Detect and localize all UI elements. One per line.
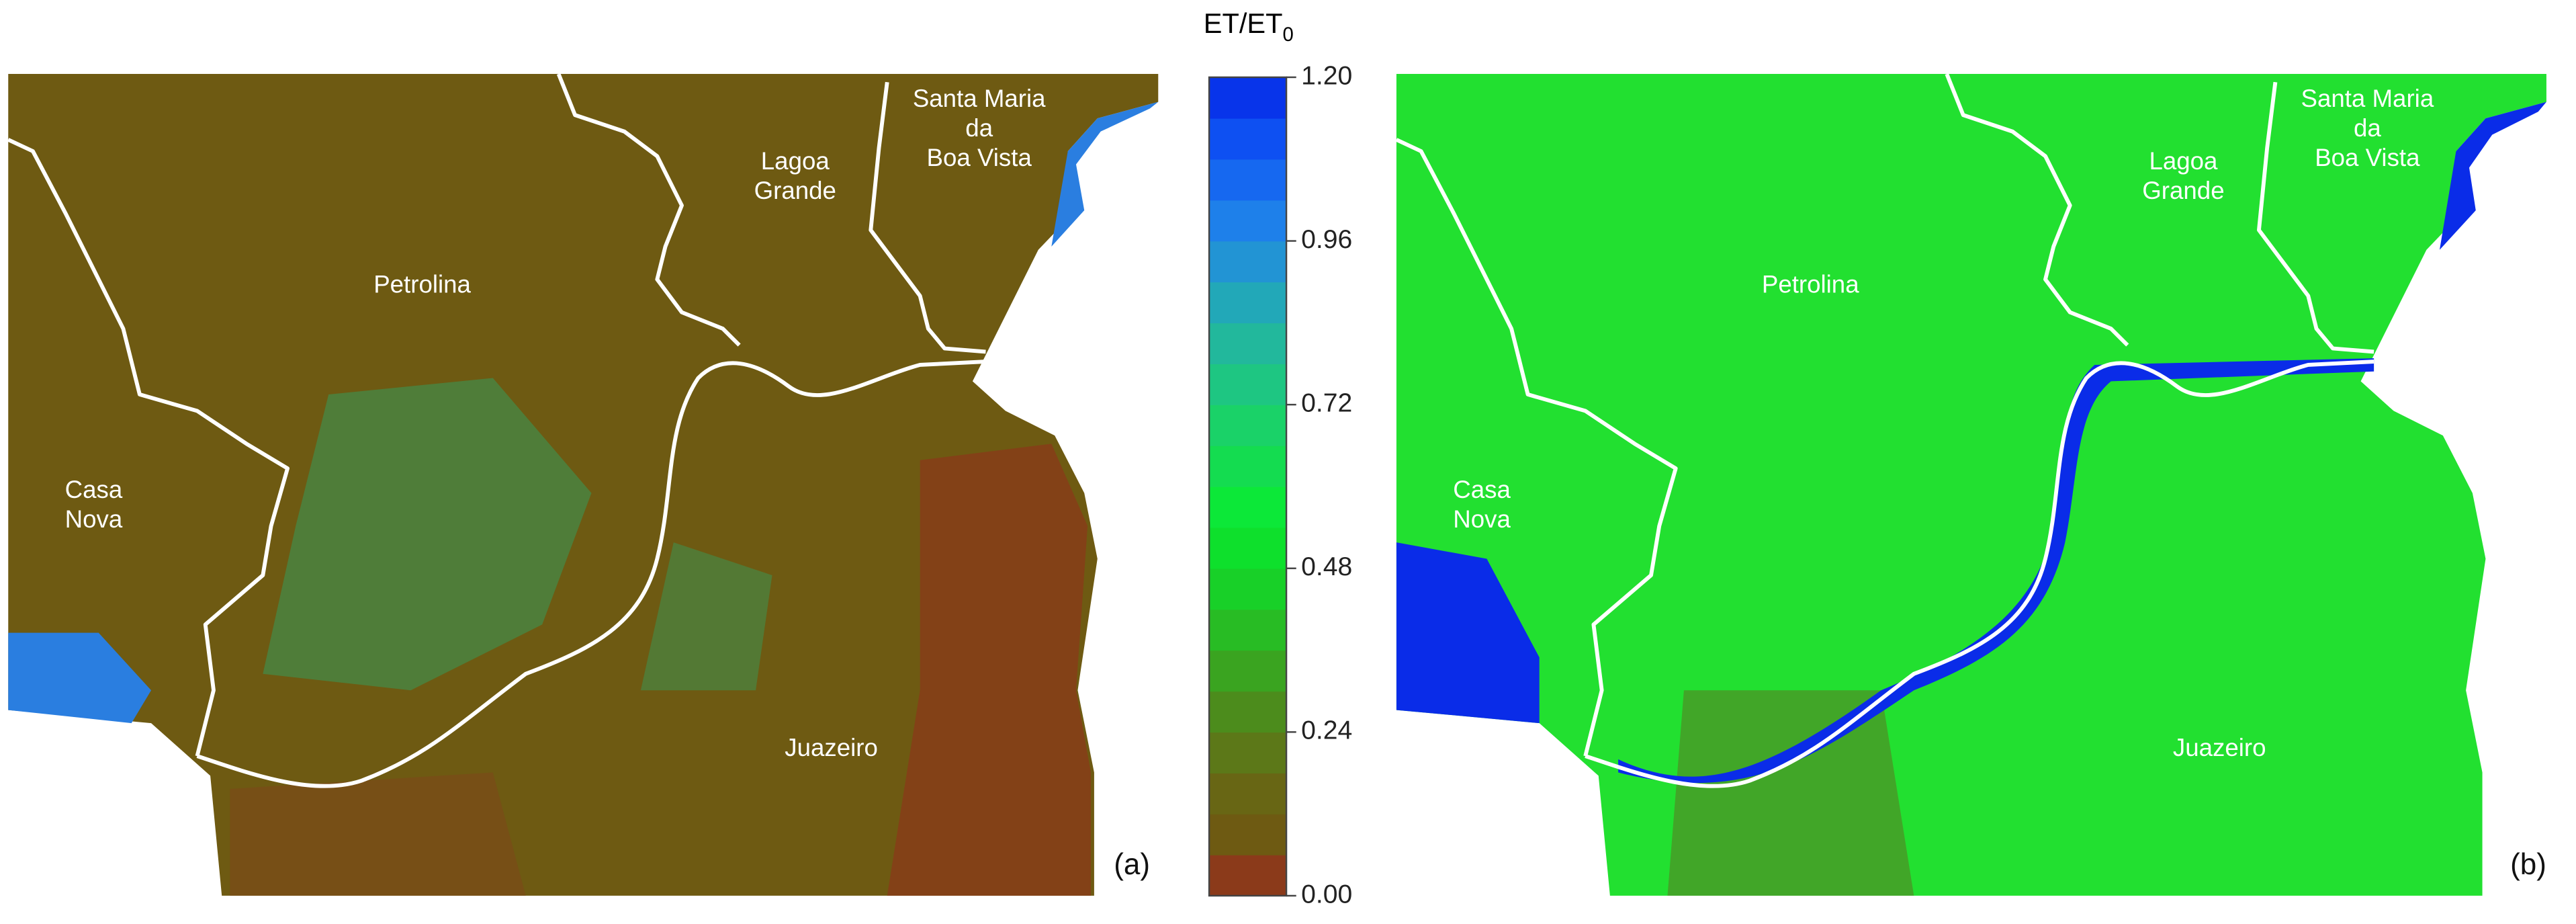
river-bank — [1051, 101, 1159, 247]
colorbar-frame — [1208, 76, 1288, 897]
colorbar-title: ET/ET0 — [1204, 7, 1294, 46]
place-line: Lagoa — [761, 147, 830, 175]
color-band — [1209, 773, 1287, 814]
color-band — [1209, 486, 1287, 528]
place-line: Petrolina — [1762, 270, 1859, 298]
panel-label: (a) — [1114, 848, 1150, 881]
place-label: Petrolina — [1762, 270, 1859, 298]
place-line: Grande — [2142, 177, 2224, 204]
color-band — [1209, 200, 1287, 242]
place-label: Casa Nova — [65, 476, 123, 533]
color-band — [1209, 282, 1287, 324]
place-line: Casa — [65, 476, 123, 503]
color-band — [1209, 650, 1287, 692]
place-label: Lagoa Grande — [2142, 147, 2224, 204]
title-text: ET/ET — [1204, 7, 1283, 39]
place-label: Casa Nova — [1453, 476, 1511, 533]
dry-area — [1667, 690, 1914, 896]
color-band — [1209, 568, 1287, 610]
colorbar: ET/ET0 0.00 0.24 0.48 0.72 0.96 1.20 — [1204, 7, 1352, 909]
dry-area — [887, 444, 1092, 896]
place-label: Santa Maria da Boa Vista — [2301, 85, 2434, 171]
color-band — [1209, 732, 1287, 773]
place-line: Grande — [754, 177, 836, 204]
place-label: Juazeiro — [785, 734, 878, 761]
place-line: Nova — [1453, 505, 1511, 533]
color-band — [1209, 855, 1287, 896]
map-panel-a: Petrolina Lagoa Grande Santa Maria da Boa Vis… — [8, 74, 1159, 896]
place-line: Boa Vista — [927, 144, 1032, 171]
color-band — [1209, 609, 1287, 651]
map-panel-b: Petrolina Lagoa Grande Santa Maria da Boa Vis… — [1396, 74, 2546, 896]
tick-label: 0.96 — [1301, 225, 1352, 254]
place-line: Nova — [65, 505, 123, 533]
reservoir — [1396, 542, 1540, 724]
place-line: Petrolina — [373, 270, 471, 298]
color-band — [1209, 814, 1287, 855]
tick-label: 0.24 — [1301, 716, 1352, 745]
place-line: Juazeiro — [785, 734, 878, 761]
place-line: Santa Maria — [2301, 85, 2434, 112]
color-band — [1209, 691, 1287, 733]
tick-label: 0.00 — [1301, 880, 1352, 909]
color-band — [1209, 118, 1287, 160]
title-subscript: 0 — [1283, 24, 1294, 46]
place-line: Casa — [1453, 476, 1511, 503]
irrigated-area — [263, 378, 592, 691]
color-band — [1209, 364, 1287, 405]
place-line: Boa Vista — [2315, 144, 2420, 171]
place-line: da — [965, 114, 993, 142]
irrigated-area — [640, 542, 772, 691]
color-band — [1209, 323, 1287, 364]
river-bank — [2439, 101, 2546, 250]
reservoir — [8, 632, 152, 724]
tick-label: 1.20 — [1301, 61, 1352, 90]
place-label: Juazeiro — [2173, 734, 2266, 761]
place-line: da — [2354, 114, 2381, 142]
place-line: Juazeiro — [2173, 734, 2266, 761]
dry-area — [230, 772, 526, 896]
place-label: Lagoa Grande — [754, 147, 836, 204]
place-line: Lagoa — [2149, 147, 2218, 175]
color-band — [1209, 159, 1287, 201]
tick-label: 0.72 — [1301, 388, 1352, 417]
panel-label: (b) — [2510, 848, 2546, 881]
color-band — [1209, 446, 1287, 487]
tick-label: 0.48 — [1301, 552, 1352, 581]
color-band — [1209, 77, 1287, 119]
place-label: Santa Maria da Boa Vista — [913, 85, 1046, 171]
color-band — [1209, 241, 1287, 283]
color-band — [1209, 527, 1287, 569]
place-line: Santa Maria — [913, 85, 1046, 112]
color-band — [1209, 405, 1287, 446]
place-label: Petrolina — [373, 270, 471, 298]
land — [1396, 74, 2546, 896]
